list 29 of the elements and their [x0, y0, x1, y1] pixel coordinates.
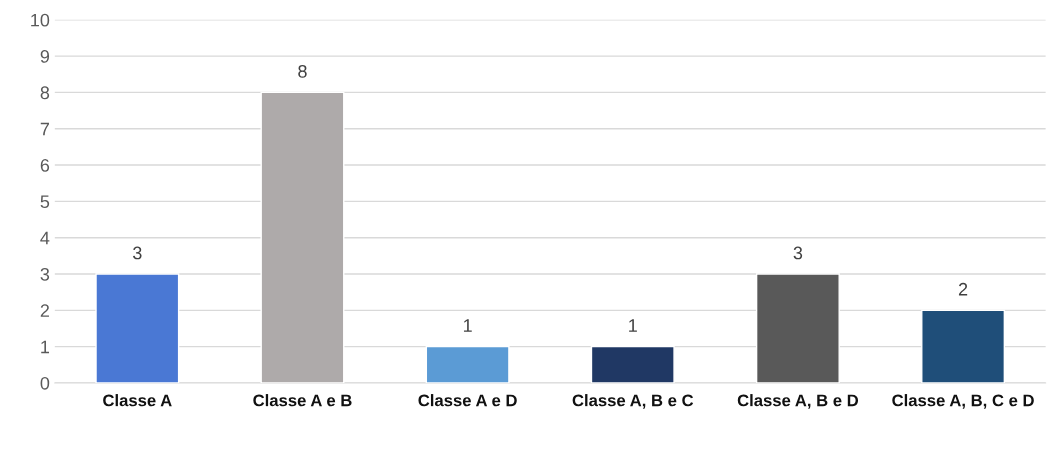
x-tick-label: Classe A e B: [253, 394, 352, 407]
x-tick-label: Classe A, B e C: [572, 394, 694, 409]
x-tick-label: Classe A, B, C e D: [892, 394, 1034, 409]
y-tick-label: 6: [40, 158, 50, 172]
bar: [425, 345, 510, 383]
x-tick-label: Classe A, B e D: [737, 394, 859, 409]
bar: [590, 345, 675, 383]
bar: [95, 273, 180, 383]
data-label: 2: [958, 282, 968, 296]
bar: [755, 273, 840, 383]
data-label: 1: [629, 319, 637, 332]
x-tick-label: Classe A e D: [418, 394, 517, 407]
data-label: 1: [463, 319, 472, 332]
y-tick-label: 9: [40, 50, 50, 63]
y-tick-label: 7: [40, 122, 49, 136]
y-tick-label: 0: [40, 376, 50, 390]
data-label: 3: [133, 246, 142, 260]
bar: [260, 91, 345, 383]
y-tick-label: 3: [40, 267, 50, 281]
y-tick-label: 1: [41, 340, 50, 354]
y-tick-label: 4: [40, 231, 50, 245]
bar: [921, 309, 1006, 383]
y-tick-label: 2: [40, 304, 49, 317]
x-tick-label: Classe A: [103, 394, 172, 407]
y-tick-label: 5: [40, 195, 50, 209]
data-label: 8: [298, 64, 307, 78]
y-tick-label: 8: [40, 86, 50, 100]
y-tick-label: 10: [31, 13, 50, 27]
data-label: 3: [793, 246, 803, 260]
